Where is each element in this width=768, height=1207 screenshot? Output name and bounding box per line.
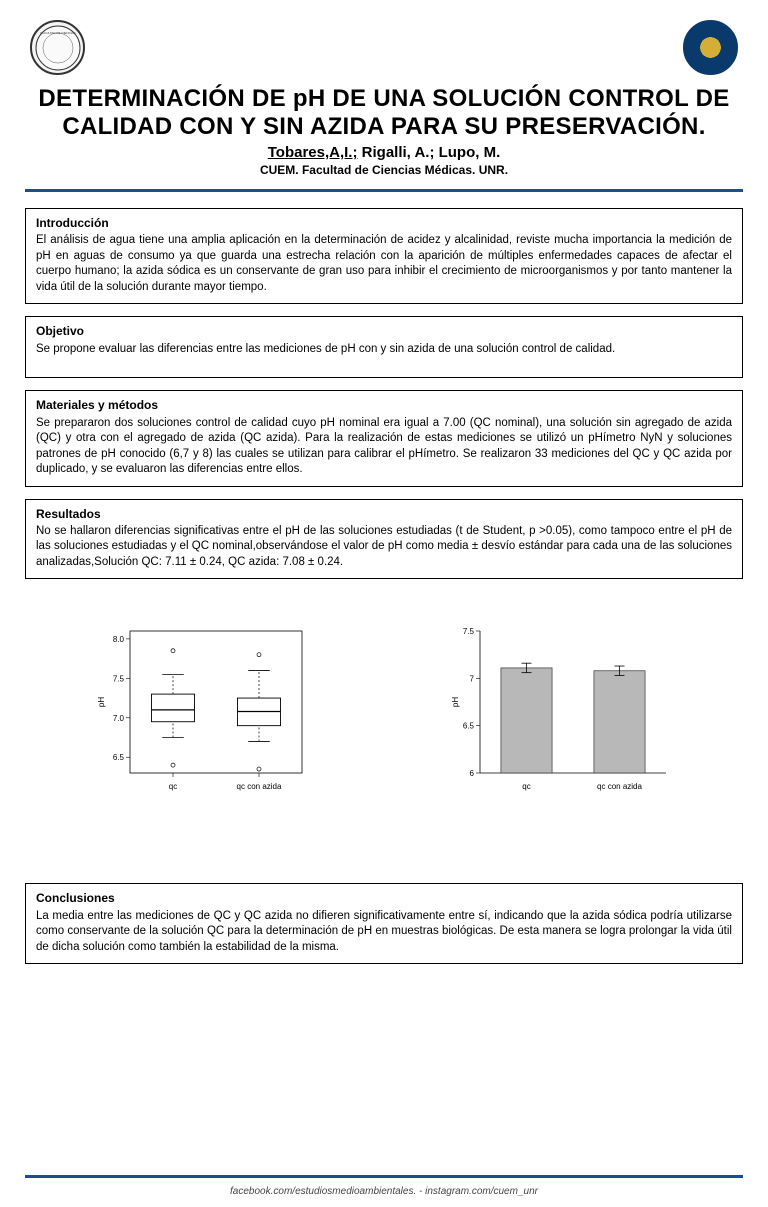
svg-text:pH: pH [97,697,106,707]
svg-text:qc: qc [169,782,177,791]
section-introduccion: Introducción El análisis de agua tiene u… [25,208,743,304]
svg-text:8.0: 8.0 [113,635,125,644]
footer-links: facebook.com/estudiosmedioambientales. -… [25,1182,743,1197]
resultados-title: Resultados [36,506,732,522]
resultados-body: No se hallaron diferencias significativa… [36,524,732,571]
svg-text:FACULTAD DE CIENCIAS: FACULTAD DE CIENCIAS [40,31,75,35]
affiliation: CUEM. Facultad de Ciencias Médicas. UNR. [25,163,743,177]
section-materiales: Materiales y métodos Se prepararon dos s… [25,390,743,486]
svg-text:qc: qc [522,782,530,791]
conclusiones-title: Conclusiones [36,890,732,906]
lead-author: Tobares,A,I.; [268,144,358,161]
svg-text:6.5: 6.5 [113,754,125,763]
intro-title: Introducción [36,215,732,231]
svg-text:pH: pH [451,697,460,707]
barchart-container: 6 6.5 7 7.5 pH qc qc con azida [446,621,676,801]
title-line-2: CALIDAD CON Y SIN AZIDA PARA SU PRESERVA… [25,113,743,141]
svg-text:6.5: 6.5 [463,722,475,731]
content-area: Introducción El análisis de agua tiene u… [25,196,743,1171]
svg-text:7.0: 7.0 [113,714,125,723]
top-divider [25,189,743,192]
logo-right [683,20,738,75]
svg-text:6: 6 [470,769,475,778]
boxplot-container: 6.5 7.0 7.5 8.0 pH qc qc con azida [92,621,312,801]
section-objetivo: Objetivo Se propone evaluar las diferenc… [25,316,743,378]
svg-text:qc con azida: qc con azida [237,782,282,791]
section-resultados: Resultados No se hallaron diferencias si… [25,499,743,580]
other-authors: Rigalli, A.; Lupo, M. [357,144,500,161]
materiales-title: Materiales y métodos [36,397,732,413]
authors: Tobares,A,I.; Rigalli, A.; Lupo, M. [25,144,743,161]
conclusiones-body: La media entre las mediciones de QC y QC… [36,909,732,956]
svg-text:7.5: 7.5 [463,627,475,636]
svg-text:7.5: 7.5 [113,675,125,684]
title-line-1: DETERMINACIÓN DE pH DE UNA SOLUCIÓN CONT… [25,85,743,113]
materiales-body: Se prepararon dos soluciones control de … [36,416,732,478]
barchart: 6 6.5 7 7.5 pH qc qc con azida [446,621,676,801]
boxplot-chart: 6.5 7.0 7.5 8.0 pH qc qc con azida [92,621,312,801]
objetivo-title: Objetivo [36,323,732,339]
header-logos: FACULTAD DE CIENCIAS [25,20,743,75]
objetivo-body: Se propone evaluar las diferencias entre… [36,342,732,358]
logo-left: FACULTAD DE CIENCIAS [30,20,85,75]
section-conclusiones: Conclusiones La media entre las medicion… [25,883,743,964]
poster-title: DETERMINACIÓN DE pH DE UNA SOLUCIÓN CONT… [25,85,743,140]
charts-row: 6.5 7.0 7.5 8.0 pH qc qc con azida 6 6.5 7 7.5 pH q… [25,591,743,871]
intro-body: El análisis de agua tiene una amplia apl… [36,233,732,295]
svg-text:qc con azida: qc con azida [597,782,642,791]
svg-text:7: 7 [470,675,475,684]
bottom-divider [25,1175,743,1178]
